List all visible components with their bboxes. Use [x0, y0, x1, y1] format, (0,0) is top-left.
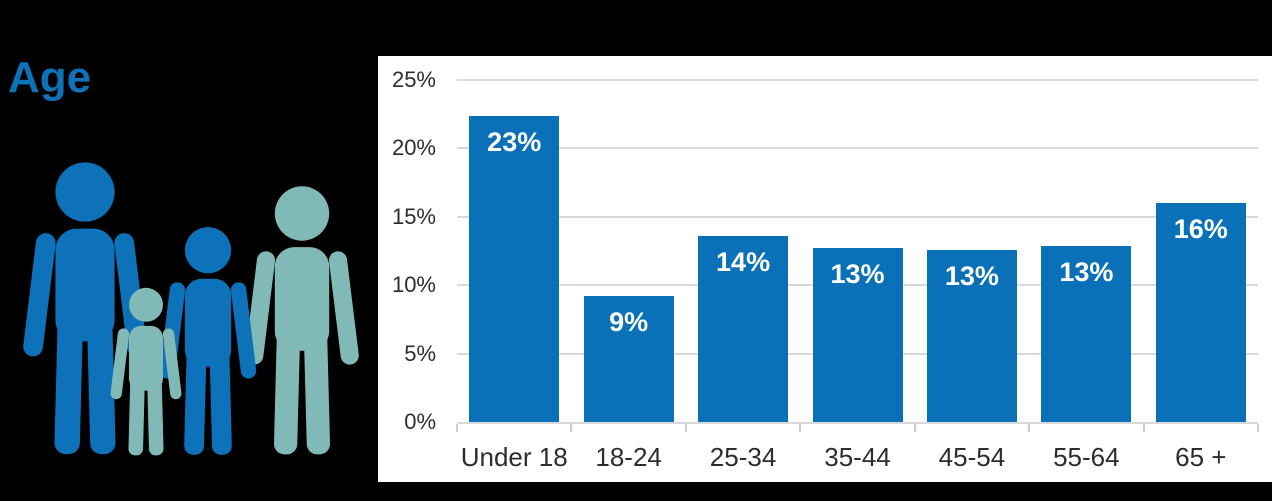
bar-45-54: 13%	[926, 249, 1017, 422]
bar-55-64: 13%	[1041, 245, 1132, 422]
gridline-25	[457, 79, 1258, 81]
person-icon-adult-blue	[22, 162, 148, 455]
x-axis-category-label: 18-24	[595, 442, 662, 472]
bar-value-label: 16%	[1173, 214, 1228, 245]
x-axis-tick	[684, 424, 687, 432]
page-title: Age	[8, 53, 92, 102]
bar-value-label: 13%	[1059, 256, 1114, 287]
x-axis-tick	[1028, 424, 1031, 432]
person-icon-adult-teal	[244, 186, 360, 455]
bar-value-label: 14%	[716, 246, 771, 277]
bar-25-34: 14%	[698, 235, 789, 422]
y-axis-tick-label: 15%	[391, 203, 436, 229]
y-axis-tick-label: 20%	[391, 135, 436, 161]
bar-value-label: 13%	[830, 259, 885, 290]
x-axis-category-label: 35-44	[824, 442, 891, 472]
x-axis-category-label: 65 +	[1175, 442, 1227, 472]
gridline-20	[457, 147, 1258, 150]
x-axis-tick	[1257, 424, 1259, 432]
y-axis-tick-label: 25%	[391, 67, 436, 92]
bar-65-+: 16%	[1155, 203, 1246, 422]
x-axis-category-label: 45-54	[938, 442, 1006, 472]
y-axis-tick-label: 10%	[391, 272, 436, 298]
x-axis-tick	[456, 424, 458, 432]
x-axis-category-label: 55-64	[1053, 442, 1120, 472]
age-bar-chart: 23% 9% 14% 13% 13% 13% 16% 0% 5% 10% 15% 20% 25% Und…	[378, 56, 1272, 482]
x-axis-category-label: Under 18	[460, 442, 568, 472]
bar-35-44: 13%	[812, 248, 903, 422]
bar-value-label: 13%	[944, 260, 999, 291]
bar-value-label: 23%	[487, 126, 542, 157]
bar-value-label: 9%	[609, 307, 649, 338]
x-axis-category-label: 25-34	[709, 442, 777, 472]
x-axis-tick	[913, 424, 916, 432]
bar-under-18: 23%	[469, 115, 560, 422]
x-axis-line	[457, 422, 1258, 424]
family-icons	[22, 162, 360, 456]
x-axis-tick	[799, 424, 802, 432]
bar-18-24: 9%	[583, 296, 674, 422]
x-axis-tick	[570, 424, 573, 432]
plot-area: 23% 9% 14% 13% 13% 13% 16%	[457, 79, 1258, 422]
gridline-15	[457, 215, 1258, 218]
y-axis-tick-label: 5%	[404, 340, 436, 366]
y-axis-tick-label: 0%	[404, 409, 436, 434]
x-axis-tick	[1142, 424, 1145, 432]
